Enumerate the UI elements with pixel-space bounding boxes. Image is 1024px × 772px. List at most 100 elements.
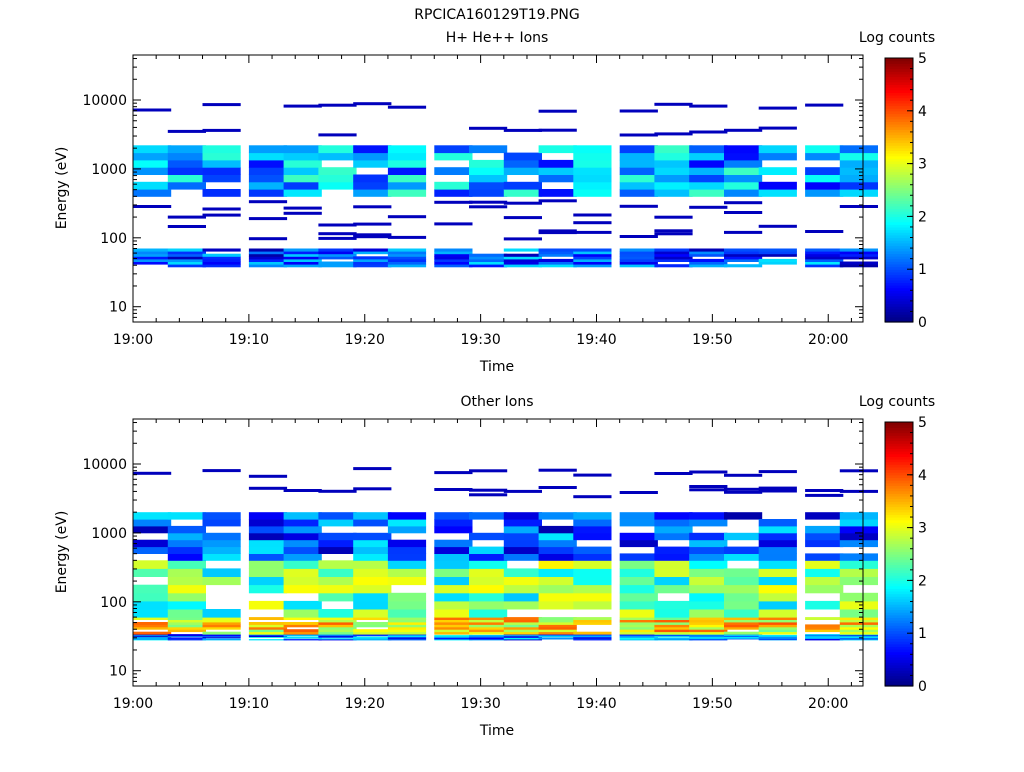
heatmap-cell: [469, 568, 508, 577]
heatmap-cell: [689, 631, 728, 635]
heatmap-line: [689, 130, 728, 134]
heatmap-line: [654, 232, 693, 236]
heatmap-cell: [133, 539, 172, 548]
heatmap-cell: [573, 152, 612, 161]
heatmap-cell: [248, 626, 288, 630]
heatmap-cell: [283, 539, 322, 548]
heatmap-line: [654, 472, 693, 475]
colorbar-swatch: [885, 153, 913, 157]
heatmap-cell: [654, 617, 693, 620]
colorbar-swatch: [885, 308, 913, 313]
heatmap-cell: [724, 167, 763, 175]
heatmap-cell: [133, 622, 172, 625]
colorbar-tick-label: 1: [918, 626, 927, 642]
heatmap-cell: [133, 251, 172, 255]
colorbar-swatch: [885, 139, 913, 144]
heatmap-cell: [619, 539, 658, 548]
colorbar-swatch: [885, 274, 913, 278]
heatmap-cell: [318, 256, 357, 260]
heatmap-cell: [619, 634, 658, 637]
heatmap-cell: [538, 553, 577, 561]
colorbar-swatch: [885, 429, 913, 434]
colorbar-tick-label: 4: [918, 104, 927, 120]
heatmap-cell: [805, 174, 844, 183]
colorbar-swatch: [885, 232, 913, 236]
colorbar-swatch: [885, 461, 913, 465]
heatmap-cell: [434, 253, 473, 257]
heatmap-cell: [167, 152, 206, 161]
heatmap-cell: [619, 568, 658, 577]
heatmap-cell: [839, 539, 878, 548]
heatmap-cell: [758, 619, 797, 623]
heatmap-cell: [839, 637, 878, 639]
heatmap-cell: [248, 258, 288, 262]
heatmap-cell: [689, 637, 728, 639]
heatmap-cell: [469, 624, 508, 628]
heatmap-cell: [805, 624, 844, 628]
heatmap-line: [133, 108, 172, 112]
heatmap-cell: [434, 152, 473, 161]
heatmap-cell: [758, 576, 797, 586]
heatmap-cell: [248, 174, 288, 183]
heatmap-cell: [573, 525, 612, 534]
heatmap-cell: [503, 568, 542, 577]
colorbar-swatch: [885, 524, 913, 529]
heatmap-cell: [758, 539, 797, 548]
heatmap-cell: [167, 624, 206, 628]
heatmap-cell: [353, 617, 392, 620]
heatmap-line: [724, 490, 763, 494]
heatmap-cell: [573, 256, 612, 260]
heatmap-cell: [573, 519, 612, 527]
heatmap-cell: [133, 248, 172, 252]
colorbar-swatch: [885, 248, 913, 252]
heatmap-cell: [689, 629, 728, 633]
colorbar-swatch: [885, 672, 913, 677]
colorbar-swatch: [885, 71, 913, 75]
heatmap-cell: [619, 264, 658, 268]
heatmap-cell: [202, 256, 241, 260]
heatmap-cell: [724, 258, 763, 262]
colorbar-swatch: [885, 532, 913, 537]
colorbar-tick-label: 2: [918, 209, 927, 225]
heatmap-cell: [133, 626, 172, 630]
heatmap-cell: [202, 546, 241, 554]
colorbar-swatch: [885, 306, 913, 310]
panel-h-he-xlabel: Time: [479, 359, 514, 375]
heatmap-cell: [167, 634, 206, 637]
heatmap-cell: [283, 639, 322, 641]
heatmap-cell: [724, 638, 763, 640]
colorbar-swatch: [885, 445, 913, 449]
heatmap-cell: [839, 261, 878, 265]
heatmap-cell: [503, 639, 542, 641]
heatmap-cell: [839, 636, 878, 638]
heatmap-cell: [538, 617, 577, 620]
x-tick-label: 19:20: [345, 696, 385, 712]
colorbar-swatch: [885, 432, 913, 436]
heatmap-line: [283, 211, 322, 215]
heatmap-cell: [573, 553, 612, 561]
heatmap-cell: [573, 619, 612, 623]
heatmap-cell: [758, 568, 797, 577]
colorbar-swatch: [885, 134, 913, 138]
x-tick-label: 19:00: [113, 332, 153, 348]
heatmap-cell: [318, 609, 357, 618]
heatmap-cell: [503, 600, 542, 610]
heatmap-cell: [167, 546, 206, 554]
colorbar-swatch: [885, 292, 913, 297]
heatmap-cell: [167, 174, 206, 183]
colorbar-swatch: [885, 195, 913, 199]
heatmap-cell: [654, 609, 693, 618]
heatmap-cell: [839, 600, 878, 610]
colorbar-swatch: [885, 258, 913, 262]
heatmap-line: [689, 488, 728, 492]
heatmap-cell: [805, 532, 844, 541]
heatmap-line: [202, 103, 241, 107]
heatmap-cell: [805, 568, 844, 577]
heatmap-cell: [167, 629, 206, 633]
heatmap-cell: [202, 253, 241, 257]
heatmap-cell: [503, 636, 542, 638]
heatmap-cell: [503, 553, 542, 561]
colorbar-swatch: [885, 303, 913, 307]
heatmap-line: [724, 230, 763, 234]
colorbar-swatch: [885, 680, 913, 684]
